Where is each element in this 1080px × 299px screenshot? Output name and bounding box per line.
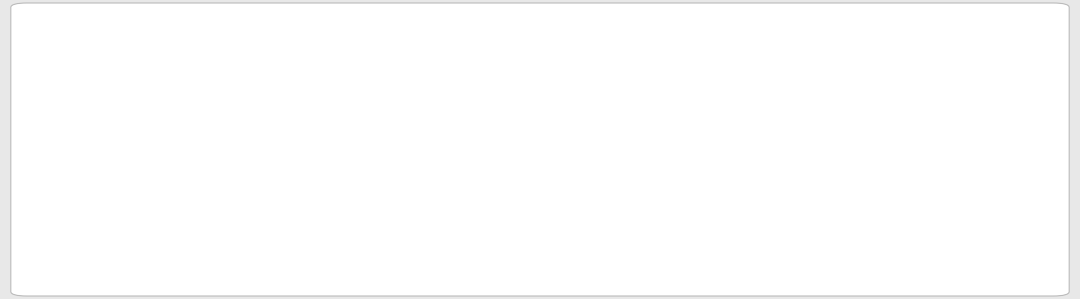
Text: goalpost if that bar is 4 m high?: goalpost if that bar is 4 m high?	[75, 103, 391, 121]
Text: a.    1.93 m clear: a. 1.93 m clear	[120, 124, 268, 142]
Text: b.    0.71 m clear: b. 0.71 m clear	[120, 147, 268, 165]
Text: c.  23.17 m/s: c. 23.17 m/s	[530, 193, 643, 211]
Text: PROBLEM 3.15: PROBLEM 3.15	[75, 18, 222, 36]
Text: horizontal from a distance of 40 m from the goalpost.: horizontal from a distance of 40 m from …	[75, 62, 542, 80]
Text: d.  10.71 m fall: d. 10.71 m fall	[530, 147, 662, 165]
Text: A football player kicks a ball with a speed of 22 m/s at an angle of 40° above t: A football player kicks a ball with a sp…	[75, 42, 781, 60]
Text: c.  1.93 m fall: c. 1.93 m fall	[530, 124, 649, 142]
Text: a.   21.17 m/s: a. 21.17 m/s	[120, 193, 240, 211]
Text: b.   19.17 m/s: b. 19.17 m/s	[120, 216, 240, 234]
Text: 20.  By how much does the ball clear or fall short of clearing the crossbar of t: 20. By how much does the ball clear or f…	[75, 83, 773, 101]
Text: d.  25.17 m/s: d. 25.17 m/s	[530, 216, 645, 234]
Text: 21.  What is the vertical velocity of the ball at the time it reaches the goalpo: 21. What is the vertical velocity of the…	[75, 169, 768, 187]
